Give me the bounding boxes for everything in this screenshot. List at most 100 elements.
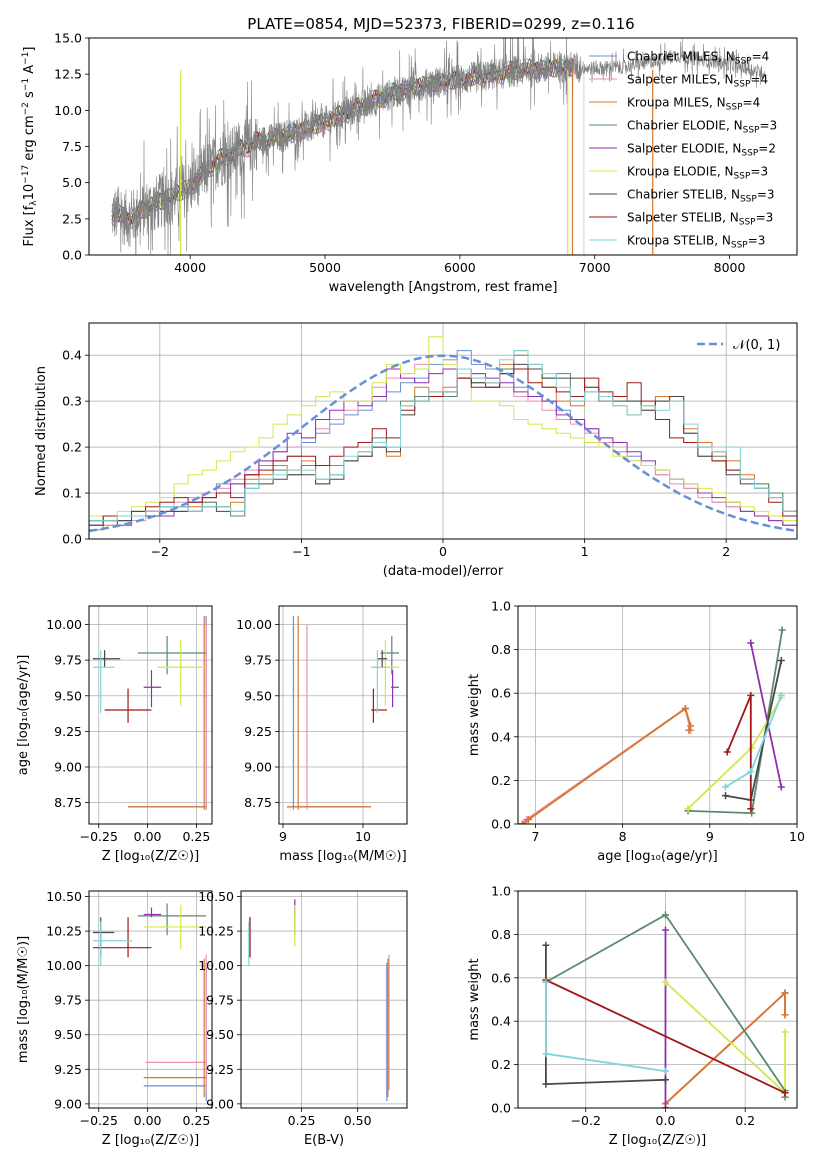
y-axis-label: mass weight	[467, 674, 482, 756]
mass-weight-marker	[661, 1067, 669, 1075]
legend-label-text: Chabrier ELODIE, N	[627, 119, 743, 133]
mass-weight-marker	[747, 805, 755, 813]
x-tick-label: 6000	[444, 260, 476, 275]
y-tick-label: 10.00	[46, 958, 82, 973]
legend-label-suffix: =4	[752, 50, 770, 64]
y-tick-label: 0.0	[491, 1101, 511, 1116]
x-tick-label: 1	[581, 544, 589, 559]
legend-label-subscript: SSP	[740, 195, 757, 205]
axes-frame	[88, 890, 213, 1109]
mass-weight-marker	[661, 926, 669, 934]
x-tick-label: 0.2	[735, 1113, 755, 1128]
x-tick-label: −1	[292, 544, 310, 559]
y-tick-label: 9.00	[206, 1096, 234, 1111]
x-axis-label: wavelength [Angstrom, rest frame]	[329, 280, 558, 295]
legend-label: 𝒩(0, 1)	[733, 338, 780, 353]
x-tick-label: 7000	[579, 260, 611, 275]
plot-background	[89, 891, 212, 1108]
mass-weight-marker	[661, 1104, 669, 1108]
mass-weight-marker	[661, 911, 669, 919]
axes-frame	[88, 605, 213, 825]
y-axis-label: age [log₁₀(age/yr)]	[16, 655, 31, 776]
y-axis-label-part: ]	[22, 47, 37, 52]
y-axis-label-part: s	[22, 91, 37, 102]
legend-label-subscript: SSP	[741, 149, 758, 159]
legend-label-suffix: =3	[750, 165, 768, 179]
y-tick-label: 1.0	[491, 884, 511, 899]
y-axis-label-part: λ	[29, 200, 39, 206]
chart-mass-weight-vs-age: 7 8 9 10 0.0 0.2 0.4 0.6 0.8 1.0 age [log₁₀(age/yr…	[467, 599, 805, 865]
chart-mass-weight-vs-z: −0.2 0.0 0.2 0.0 0.2 0.4 0.6 0.8 1.0 Z [log₁₀(Z/Z…	[467, 884, 798, 1148]
legend-label: Kroupa MILES, NSSP=4	[627, 96, 760, 113]
mass-weight-marker	[722, 792, 730, 800]
y-tick-label: 9.75	[244, 653, 272, 668]
y-tick-label: 0.4	[62, 348, 82, 363]
x-axis-label: Z [log₁₀(Z/Z☉)]	[102, 849, 199, 864]
legend-label-text: Salpeter ELODIE, N	[627, 142, 741, 156]
chart-residuals: 𝒩(0, 1) −2 −1 0 1 2 0.0 0.1 0.2 0.3 0.4 (data-model…	[34, 322, 798, 579]
legend-label-suffix: =3	[759, 119, 777, 133]
plot-background	[241, 891, 407, 1108]
legend-label-subscript: SSP	[734, 80, 751, 90]
mass-weight-line	[749, 642, 783, 788]
x-axis-label: Z [log₁₀(Z/Z☉)]	[102, 1133, 199, 1148]
legend-label-suffix: =4	[750, 73, 768, 87]
y-tick-label: 0.6	[491, 970, 511, 985]
x-tick-label: 0.00	[134, 829, 162, 844]
y-tick-label: 9.25	[206, 1062, 234, 1077]
y-tick-label: 10.00	[198, 958, 234, 973]
mass-weight-marker	[781, 1089, 789, 1097]
legend-label: Salpeter ELODIE, NSSP=2	[627, 142, 776, 159]
legend-label-subscript: SSP	[739, 218, 756, 228]
x-axis-label: mass [log₁₀(M/M☉)]	[279, 849, 406, 864]
legend-label: Chabrier MILES, NSSP=4	[627, 50, 769, 67]
y-axis-label-part: Flux [f	[22, 205, 37, 246]
mass-weight-marker	[518, 820, 526, 824]
y-tick-label: 0.0	[62, 532, 82, 547]
mass-weight-marker	[778, 626, 786, 634]
plot-area	[111, 38, 765, 255]
x-axis-label: age [log₁₀(age/yr)]	[597, 849, 718, 864]
y-axis-label: Flux [fλ10−17 erg cm−2 s−1 A−1]	[21, 47, 39, 247]
legend-label-suffix: =2	[758, 142, 776, 156]
mass-weight-marker	[661, 978, 669, 986]
mass-weight-marker	[781, 1011, 789, 1019]
x-tick-label: 4000	[174, 260, 206, 275]
mass-weight-marker	[542, 941, 550, 949]
x-tick-label: 7	[531, 829, 539, 844]
mass-weight-marker	[777, 691, 785, 699]
mass-weight-marker	[687, 722, 695, 730]
plot-background	[89, 606, 212, 824]
x-tick-label: 2	[722, 544, 730, 559]
y-tick-label: 9.50	[244, 688, 272, 703]
legend-label-text: Kroupa STELIB, N	[627, 234, 731, 248]
legend-label-text: Kroupa MILES, N	[627, 96, 726, 110]
legend-label-subscript: SSP	[726, 103, 743, 113]
x-tick-label: 10	[789, 829, 805, 844]
x-tick-label: −2	[151, 544, 169, 559]
y-axis-label-part: −1	[21, 52, 31, 65]
axes-frame	[517, 605, 798, 825]
legend-label-subscript: SSP	[734, 172, 751, 182]
y-tick-label: 5.0	[62, 175, 82, 190]
y-tick-label: 0.4	[491, 1014, 511, 1029]
y-axis-label-part: erg cm	[22, 115, 37, 164]
mass-weight-marker	[722, 783, 730, 791]
mass-weight-line	[545, 979, 786, 1094]
y-tick-label: 9.75	[206, 993, 234, 1008]
legend-label-subscript: SSP	[743, 126, 760, 136]
y-tick-label: 0.0	[62, 248, 82, 263]
plot-background	[518, 891, 797, 1108]
y-tick-label: 10.00	[236, 617, 272, 632]
x-tick-label: 0.25	[182, 1113, 210, 1128]
mass-weight-marker	[542, 1050, 550, 1058]
legend-label-suffix: =3	[748, 234, 766, 248]
y-tick-label: 8.75	[54, 795, 82, 810]
mass-weight-marker	[747, 768, 755, 776]
y-tick-label: 9.25	[244, 724, 272, 739]
axes-frame	[278, 605, 408, 825]
mass-weight-marker	[777, 657, 785, 664]
